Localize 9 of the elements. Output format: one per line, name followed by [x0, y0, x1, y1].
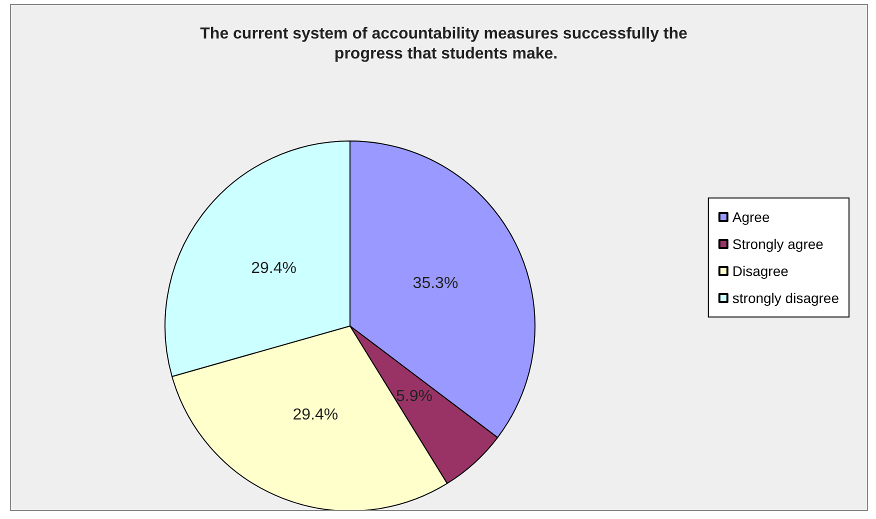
legend-label: Disagree	[732, 263, 789, 279]
data-label: 29.4%	[251, 260, 296, 277]
legend-label: Strongly agree	[732, 236, 824, 252]
legend-label: Agree	[732, 209, 770, 225]
data-label: 35.3%	[412, 274, 458, 292]
legend-label: strongly disagree	[732, 290, 840, 306]
data-label: 29.4%	[292, 406, 338, 424]
chart-title: The current system of accountability measures successfully the progress that students make.	[200, 26, 692, 62]
data-label: 5.9%	[396, 388, 433, 406]
